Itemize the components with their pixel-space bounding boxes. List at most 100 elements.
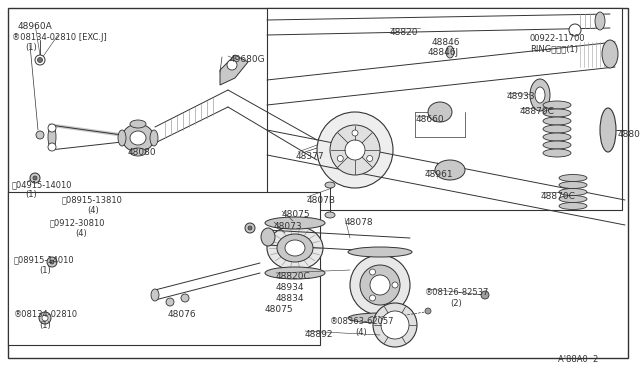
Circle shape — [369, 269, 376, 275]
Text: 48660: 48660 — [416, 115, 445, 124]
Text: (2): (2) — [450, 299, 461, 308]
Ellipse shape — [48, 125, 56, 149]
Ellipse shape — [317, 112, 393, 188]
Bar — [8, 192, 320, 345]
Ellipse shape — [348, 313, 412, 323]
Ellipse shape — [543, 117, 571, 125]
Ellipse shape — [360, 265, 400, 305]
Text: 48805: 48805 — [618, 130, 640, 139]
Circle shape — [42, 315, 48, 321]
Ellipse shape — [118, 130, 126, 146]
Text: 48960A: 48960A — [18, 22, 52, 31]
Ellipse shape — [267, 226, 323, 270]
Text: 48846J: 48846J — [428, 48, 459, 57]
Ellipse shape — [559, 182, 587, 189]
Circle shape — [166, 298, 174, 306]
Ellipse shape — [130, 148, 146, 156]
Text: ®08134-02810: ®08134-02810 — [14, 310, 78, 319]
Text: 49680G: 49680G — [230, 55, 266, 64]
Bar — [267, 8, 622, 210]
Text: ®08134-02810 [EXC.J]: ®08134-02810 [EXC.J] — [12, 33, 107, 42]
Text: 48377: 48377 — [296, 152, 324, 161]
Circle shape — [35, 55, 45, 65]
Text: ⓖ04915-14010: ⓖ04915-14010 — [12, 180, 72, 189]
Circle shape — [48, 143, 56, 151]
Text: Ⓞ0912-30810: Ⓞ0912-30810 — [50, 218, 106, 227]
Ellipse shape — [602, 40, 618, 68]
Ellipse shape — [122, 124, 154, 152]
Ellipse shape — [285, 240, 305, 256]
Circle shape — [227, 60, 237, 70]
Ellipse shape — [130, 131, 146, 145]
Text: RINGリング(1): RINGリング(1) — [530, 44, 578, 53]
Circle shape — [38, 58, 42, 62]
Ellipse shape — [543, 133, 571, 141]
Text: ⓔ08915-13810: ⓔ08915-13810 — [62, 195, 123, 204]
Text: ⓔ08915-14010: ⓔ08915-14010 — [14, 255, 75, 264]
Circle shape — [248, 226, 252, 230]
Text: 48820C: 48820C — [276, 272, 311, 281]
Ellipse shape — [428, 102, 452, 122]
Circle shape — [392, 282, 398, 288]
Text: ®08363-62057: ®08363-62057 — [330, 317, 394, 326]
Text: 48073: 48073 — [274, 222, 303, 231]
Ellipse shape — [350, 255, 410, 315]
Ellipse shape — [543, 101, 571, 109]
Ellipse shape — [559, 202, 587, 209]
Circle shape — [352, 130, 358, 136]
Text: 48846: 48846 — [432, 38, 461, 47]
Ellipse shape — [381, 311, 409, 339]
Ellipse shape — [373, 303, 417, 347]
Ellipse shape — [530, 79, 550, 111]
Circle shape — [33, 176, 37, 180]
Ellipse shape — [325, 212, 335, 218]
Circle shape — [425, 308, 431, 314]
Ellipse shape — [151, 289, 159, 301]
Text: 4807B: 4807B — [307, 196, 336, 205]
Text: 48076: 48076 — [168, 310, 196, 319]
Circle shape — [446, 48, 454, 56]
Text: (1): (1) — [39, 266, 51, 275]
Circle shape — [367, 155, 372, 161]
Circle shape — [337, 155, 343, 161]
Circle shape — [481, 291, 489, 299]
Ellipse shape — [535, 87, 545, 103]
Ellipse shape — [569, 24, 581, 36]
Ellipse shape — [348, 247, 412, 257]
Text: 48834: 48834 — [276, 294, 305, 303]
Text: 00922-11700: 00922-11700 — [530, 34, 586, 43]
Ellipse shape — [543, 125, 571, 133]
Ellipse shape — [345, 140, 365, 160]
Circle shape — [245, 223, 255, 233]
Ellipse shape — [600, 108, 616, 152]
Circle shape — [48, 124, 56, 132]
Circle shape — [47, 257, 57, 267]
Ellipse shape — [130, 120, 146, 128]
Polygon shape — [220, 55, 248, 85]
Circle shape — [181, 294, 189, 302]
Text: (1): (1) — [39, 321, 51, 330]
Ellipse shape — [543, 109, 571, 117]
Ellipse shape — [325, 182, 335, 188]
Circle shape — [369, 295, 376, 301]
Circle shape — [36, 131, 44, 139]
Text: 48870C: 48870C — [520, 107, 555, 116]
Text: 48961: 48961 — [425, 170, 454, 179]
Ellipse shape — [265, 267, 325, 279]
Text: 48870C: 48870C — [541, 192, 576, 201]
Text: 48075: 48075 — [265, 305, 294, 314]
Ellipse shape — [446, 46, 454, 58]
Ellipse shape — [543, 149, 571, 157]
Text: 48934: 48934 — [276, 283, 305, 292]
Ellipse shape — [543, 141, 571, 149]
Text: 48892: 48892 — [305, 330, 333, 339]
Ellipse shape — [261, 228, 275, 246]
Ellipse shape — [265, 217, 325, 229]
Text: 48933: 48933 — [507, 92, 536, 101]
Text: 48075: 48075 — [282, 210, 310, 219]
Ellipse shape — [150, 130, 158, 146]
Ellipse shape — [277, 234, 313, 262]
Text: (1): (1) — [25, 43, 36, 52]
Ellipse shape — [559, 189, 587, 196]
Text: 48080: 48080 — [128, 148, 157, 157]
